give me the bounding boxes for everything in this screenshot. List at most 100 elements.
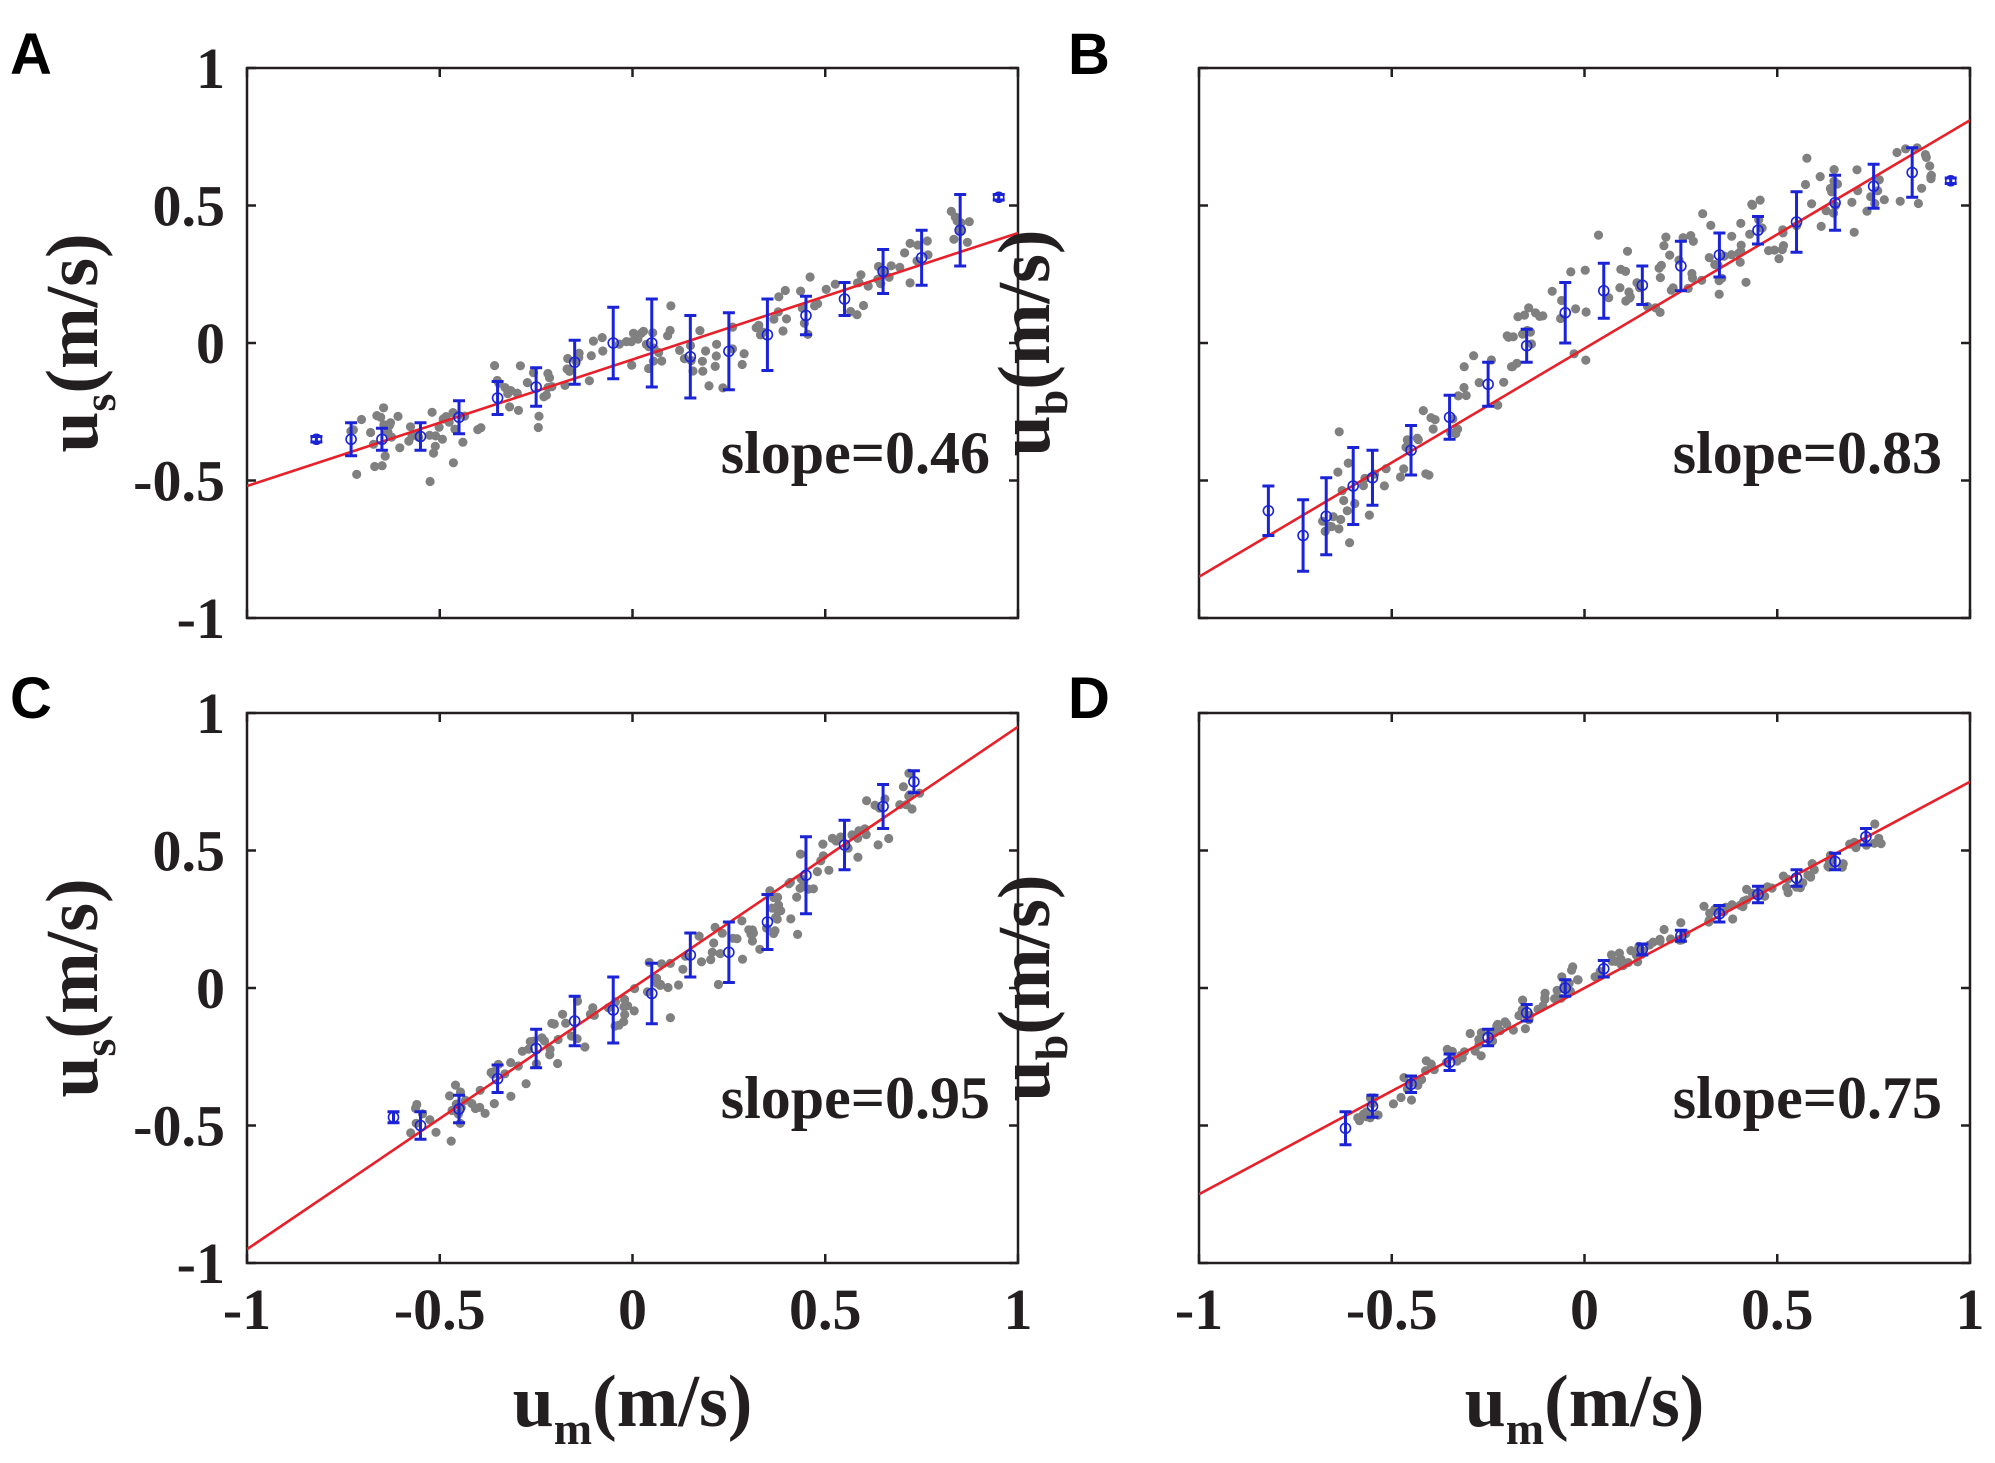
scatter-point (352, 469, 362, 479)
scatter-point (1508, 332, 1518, 342)
x-tick-label: 0.5 (1741, 1277, 1814, 1342)
scatter-point (515, 361, 526, 371)
scatter-point (704, 381, 714, 391)
scatter-point (446, 1136, 456, 1146)
scatter-point (1379, 481, 1389, 491)
scatter-point (506, 1058, 516, 1068)
scatter-point (1873, 186, 1883, 196)
scatter-point (564, 366, 575, 376)
x-axis-label: um(m/s) (1465, 1361, 1705, 1454)
scatter-point (1829, 165, 1839, 175)
scatter-point (1571, 304, 1581, 314)
scatter-point (1807, 199, 1817, 209)
scatter-point (1614, 948, 1624, 958)
error-bar (453, 1093, 466, 1125)
scatter-point (824, 865, 834, 875)
scatter-point (1782, 883, 1792, 893)
scatter-point (626, 337, 636, 347)
fit-line (247, 231, 1018, 488)
y-axis-label: ub(m/s) (984, 229, 1077, 456)
scatter-point (1764, 246, 1774, 256)
error-bar (1829, 173, 1842, 232)
scatter-point (786, 914, 796, 924)
scatter-point (852, 310, 862, 320)
scatter-point (1926, 172, 1936, 182)
scatter-point (696, 957, 707, 967)
x-tick-label: -1 (223, 1277, 271, 1342)
scatter-point (1343, 458, 1353, 468)
scatter-point (1556, 313, 1566, 324)
y-axis-label-main: u (984, 1060, 1066, 1101)
x-axis-label-main: u (1465, 1361, 1506, 1443)
x-tick-label: 0 (1570, 1277, 1599, 1342)
scatter-point (445, 1091, 455, 1101)
scatter-point (1625, 293, 1635, 303)
mean-marker (376, 433, 388, 446)
scatter-point (1622, 246, 1633, 256)
scatter-point (1802, 153, 1812, 163)
scatter-point (1418, 406, 1428, 416)
panel-a: A -1 -0.5 0 0.5 1 slope=0.46 us(m/s) (10, 22, 1020, 651)
scatter-point (379, 403, 389, 413)
mean-marker (1867, 180, 1880, 193)
scatter-point (663, 982, 673, 993)
scatter-point (1336, 514, 1346, 525)
scatter-point (1847, 197, 1857, 207)
scatter-point (1453, 424, 1463, 434)
scatter-point (732, 934, 742, 944)
scatter-point (490, 361, 500, 371)
error-bar (1366, 448, 1379, 507)
x-axis-label: um(m/s) (513, 1361, 753, 1454)
scatter-point (962, 237, 973, 247)
x-tick-label: 1 (1004, 1277, 1033, 1342)
scatter-point (923, 250, 933, 260)
scatter-point (1520, 1024, 1530, 1034)
mean-marker (607, 1004, 620, 1016)
panel-label: B (1068, 22, 1110, 87)
x-axis-label-sub: m (1506, 1403, 1544, 1454)
scatter-point (425, 430, 435, 440)
error-bar (1597, 959, 1610, 979)
x-tick-label: 0.5 (789, 1277, 862, 1342)
scatter-point (821, 284, 831, 294)
scatter-point (549, 1019, 559, 1029)
scatter-point (1399, 464, 1409, 474)
scatter-point (1687, 268, 1697, 279)
mean-marker (723, 946, 735, 959)
scatter-point (1736, 240, 1746, 250)
mean-marker (1906, 166, 1918, 179)
scatter-point (1661, 232, 1671, 242)
scatter-point (900, 248, 910, 258)
y-axis-label-sub: b (1026, 1035, 1077, 1061)
scatter-point (1616, 264, 1626, 274)
error-bar (877, 248, 890, 295)
error-bar (838, 818, 851, 872)
scatter-point (754, 320, 764, 330)
scatter-point (793, 929, 803, 940)
mean-marker (1366, 471, 1379, 484)
scatter-point (629, 1006, 639, 1016)
panel-label: D (1068, 666, 1110, 731)
scatter-point (818, 839, 828, 849)
mean-marker (645, 337, 658, 349)
scatter-point (1388, 1099, 1398, 1109)
scatter-point (747, 936, 758, 946)
mean-marker (1559, 982, 1572, 994)
panel-label: A (10, 22, 52, 87)
scatter-point (1334, 524, 1344, 534)
scatter-point (737, 359, 747, 370)
scatter-point (488, 1069, 498, 1079)
scatter-point (1465, 1028, 1475, 1039)
scatter-point (949, 234, 959, 244)
scatter-point (1350, 499, 1360, 509)
scatter-point (475, 1102, 485, 1112)
mean-marker (1366, 1100, 1379, 1113)
error-bar (1636, 942, 1649, 957)
scatter-point (584, 376, 595, 386)
error-bar (645, 961, 658, 1026)
scatter-point (450, 1080, 461, 1090)
scatter-point (755, 944, 765, 954)
scatter-point (1747, 200, 1758, 210)
scatter-point (1838, 859, 1848, 869)
error-bar (1713, 231, 1726, 279)
